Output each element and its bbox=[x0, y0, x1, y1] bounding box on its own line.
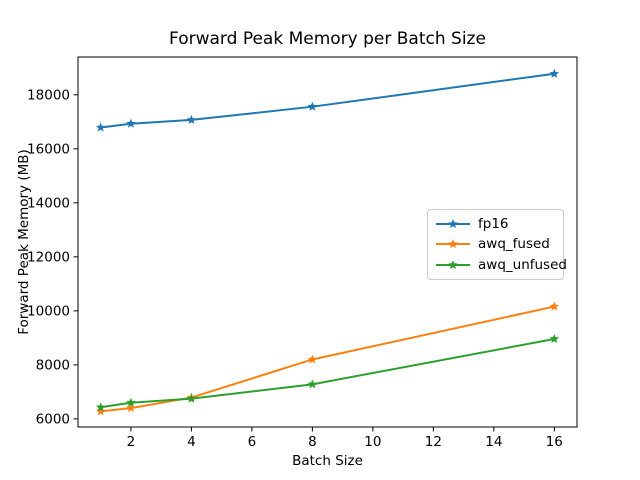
x-tick-label: 8 bbox=[308, 434, 317, 450]
legend-sample-star-icon bbox=[448, 259, 458, 269]
legend-line-sample-awq-unfused bbox=[436, 259, 470, 269]
legend-sample-star-icon bbox=[448, 219, 458, 229]
data-point-fp16 bbox=[549, 68, 560, 78]
data-point-awq_fused bbox=[95, 406, 106, 416]
x-tick-label: 10 bbox=[364, 434, 381, 450]
data-point-awq_unfused bbox=[95, 402, 106, 412]
x-tick-label: 4 bbox=[187, 434, 196, 450]
data-point-awq_unfused bbox=[307, 379, 318, 389]
data-point-awq_unfused bbox=[126, 397, 136, 407]
legend-sample-star-icon bbox=[448, 239, 458, 249]
x-tick-label: 14 bbox=[485, 434, 502, 450]
y-tick-label: 8000 bbox=[36, 357, 70, 373]
legend-line-sample-fp16 bbox=[436, 219, 470, 229]
legend-label-fp16: fp16 bbox=[478, 216, 509, 233]
series-line-awq_fused bbox=[100, 305, 555, 413]
y-tick-label: 16000 bbox=[27, 141, 70, 157]
legend-item-awq-unfused: awq_unfused bbox=[435, 255, 567, 275]
y-tick-label: 12000 bbox=[27, 249, 70, 265]
data-point-awq_fused bbox=[307, 354, 318, 364]
legend-item-fp16: fp16 bbox=[435, 214, 555, 234]
data-point-fp16 bbox=[95, 122, 106, 132]
y-tick-label: 6000 bbox=[36, 411, 70, 427]
y-tick-label: 14000 bbox=[27, 195, 70, 211]
plot-spines bbox=[77, 56, 578, 428]
y-axis-label: Forward Peak Memory (MB) bbox=[16, 149, 32, 335]
legend-line-sample-awq-fused bbox=[436, 239, 470, 249]
chart-title: Forward Peak Memory per Batch Size bbox=[169, 29, 486, 49]
series-line-fp16 bbox=[100, 72, 555, 129]
x-tick-label: 16 bbox=[546, 434, 563, 450]
legend-label-awq-fused: awq_fused bbox=[478, 236, 550, 253]
x-tick-label: 6 bbox=[248, 434, 257, 450]
data-point-awq_fused bbox=[126, 403, 136, 413]
y-tick-label: 10000 bbox=[27, 303, 70, 319]
data-point-awq_fused bbox=[549, 301, 560, 311]
data-point-fp16 bbox=[307, 101, 318, 111]
x-tick-label: 12 bbox=[425, 434, 442, 450]
data-point-awq_unfused bbox=[186, 393, 197, 403]
legend-label-awq-unfused: awq_unfused bbox=[478, 256, 567, 273]
x-axis-label: Batch Size bbox=[292, 453, 363, 469]
series-line-awq_unfused bbox=[100, 337, 555, 409]
data-point-fp16 bbox=[126, 118, 136, 128]
x-tick-label: 2 bbox=[127, 434, 136, 450]
legend: fp16 awq_fused awq_unfused bbox=[427, 209, 567, 280]
y-tick-label: 18000 bbox=[27, 87, 70, 103]
legend-item-awq-fused: awq_fused bbox=[435, 234, 555, 254]
data-point-fp16 bbox=[186, 114, 197, 124]
data-point-awq_unfused bbox=[549, 333, 560, 343]
